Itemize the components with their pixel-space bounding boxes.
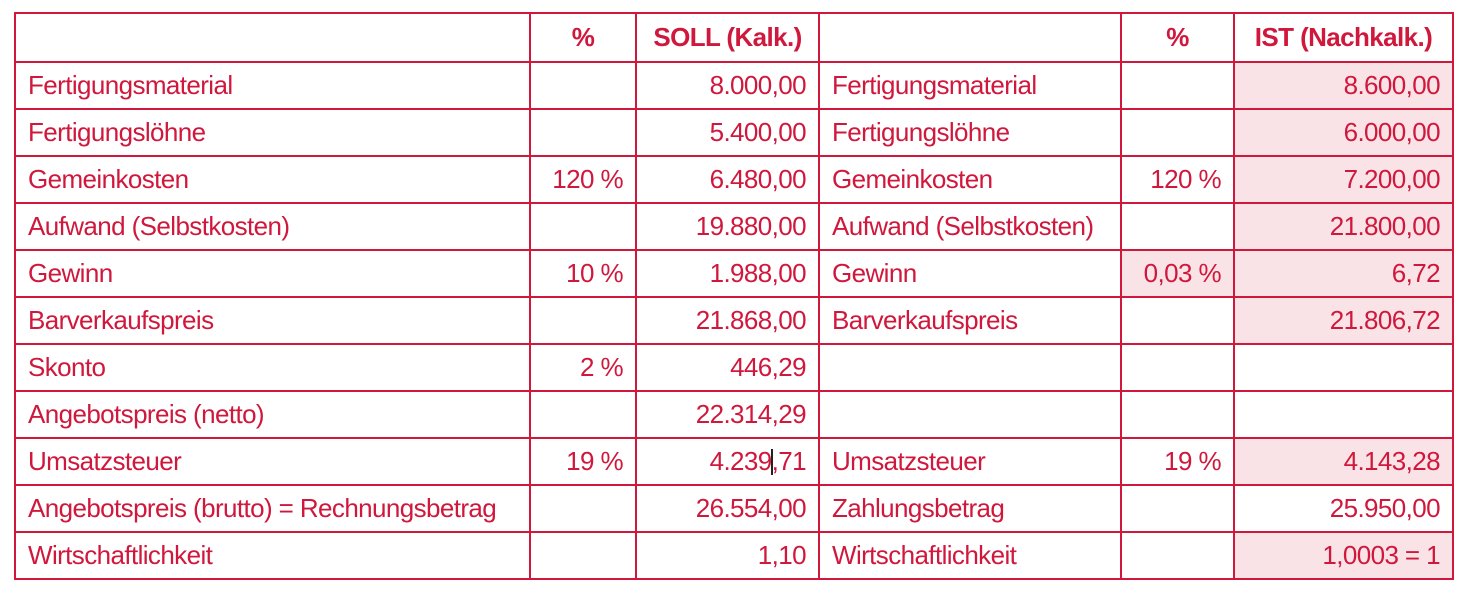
table-row: Angebotspreis (netto) 22.314,29: [14, 390, 1454, 439]
soll-value: 5.400,00: [635, 108, 820, 157]
ist-percent: [1120, 296, 1235, 345]
soll-percent: [529, 202, 637, 251]
ist-percent: [1120, 202, 1235, 251]
ist-label: Gemeinkosten: [818, 155, 1122, 204]
table-row: Gemeinkosten 120 % 6.480,00 Gemeinkosten…: [14, 155, 1454, 204]
ist-label: Wirtschaftlichkeit: [818, 531, 1122, 580]
ist-percent: [1120, 390, 1235, 439]
soll-label: Angebotspreis (brutto) = Rechnungsbetrag: [14, 484, 531, 533]
ist-percent: 120 %: [1120, 155, 1235, 204]
soll-value: 4.239,71: [635, 437, 820, 486]
calculation-table: % SOLL (Kalk.) % IST (Nachkalk.) Fertigu…: [14, 12, 1454, 580]
soll-percent: 2 %: [529, 343, 637, 392]
ist-value: 1,0003 = 1: [1233, 531, 1454, 580]
soll-label: Fertigungsmaterial: [14, 61, 531, 110]
ist-value: 8.600,00: [1233, 61, 1454, 110]
ist-percent: [1120, 531, 1235, 580]
soll-value-integer-part: 4.239: [709, 446, 773, 476]
soll-value: 1.988,00: [635, 249, 820, 298]
header-ist-percent: %: [1120, 12, 1235, 63]
soll-value: 21.868,00: [635, 296, 820, 345]
header-soll-label: [14, 12, 531, 63]
soll-label: Aufwand (Selbstkosten): [14, 202, 531, 251]
ist-percent: [1120, 108, 1235, 157]
soll-label: Umsatzsteuer: [14, 437, 531, 486]
table-row: Skonto 2 % 446,29: [14, 343, 1454, 392]
table-row: Wirtschaftlichkeit 1,10 Wirtschaftlichke…: [14, 531, 1454, 580]
ist-label: Fertigungsmaterial: [818, 61, 1122, 110]
ist-value: 4.143,28: [1233, 437, 1454, 486]
ist-percent: [1120, 343, 1235, 392]
soll-percent: [529, 296, 637, 345]
header-soll-percent: %: [529, 12, 637, 63]
text-cursor: [770, 449, 773, 475]
soll-value: 446,29: [635, 343, 820, 392]
ist-label: Barverkaufspreis: [818, 296, 1122, 345]
soll-percent: [529, 484, 637, 533]
ist-percent: 19 %: [1120, 437, 1235, 486]
ist-value: 21.806,72: [1233, 296, 1454, 345]
table-row: Barverkaufspreis 21.868,00 Barverkaufspr…: [14, 296, 1454, 345]
soll-value: 8.000,00: [635, 61, 820, 110]
soll-label: Barverkaufspreis: [14, 296, 531, 345]
soll-percent: 10 %: [529, 249, 637, 298]
ist-label: Fertigungslöhne: [818, 108, 1122, 157]
ist-value: 21.800,00: [1233, 202, 1454, 251]
table-row: Fertigungsmaterial 8.000,00 Fertigungsma…: [14, 61, 1454, 110]
ist-label: Aufwand (Selbstkosten): [818, 202, 1122, 251]
ist-percent: [1120, 61, 1235, 110]
soll-value-decimal-part: ,71: [771, 446, 807, 476]
ist-label: [818, 343, 1122, 392]
soll-label: Skonto: [14, 343, 531, 392]
soll-percent: [529, 108, 637, 157]
ist-value: 7.200,00: [1233, 155, 1454, 204]
header-ist-value: IST (Nachkalk.): [1233, 12, 1454, 63]
soll-percent: [529, 61, 637, 110]
soll-value: 19.880,00: [635, 202, 820, 251]
soll-label: Gemeinkosten: [14, 155, 531, 204]
soll-value: 6.480,00: [635, 155, 820, 204]
soll-label: Gewinn: [14, 249, 531, 298]
soll-value: 1,10: [635, 531, 820, 580]
soll-label: Fertigungslöhne: [14, 108, 531, 157]
ist-label: Gewinn: [818, 249, 1122, 298]
table-row: Angebotspreis (brutto) = Rechnungsbetrag…: [14, 484, 1454, 533]
ist-percent: [1120, 484, 1235, 533]
ist-value: 6,72: [1233, 249, 1454, 298]
soll-label: Wirtschaftlichkeit: [14, 531, 531, 580]
ist-label: Zahlungsbetrag: [818, 484, 1122, 533]
soll-percent: 120 %: [529, 155, 637, 204]
table-row: Aufwand (Selbstkosten) 19.880,00 Aufwand…: [14, 202, 1454, 251]
ist-value: [1233, 390, 1454, 439]
ist-value: [1233, 343, 1454, 392]
ist-value: 25.950,00: [1233, 484, 1454, 533]
table-row: Fertigungslöhne 5.400,00 Fertigungslöhne…: [14, 108, 1454, 157]
header-ist-label: [818, 12, 1122, 63]
header-soll-value: SOLL (Kalk.): [635, 12, 820, 63]
soll-percent: [529, 531, 637, 580]
soll-value: 26.554,00: [635, 484, 820, 533]
soll-percent: [529, 390, 637, 439]
ist-percent: 0,03 %: [1120, 249, 1235, 298]
header-row: % SOLL (Kalk.) % IST (Nachkalk.): [14, 12, 1454, 63]
ist-label: [818, 390, 1122, 439]
table-row: Gewinn 10 % 1.988,00 Gewinn 0,03 % 6,72: [14, 249, 1454, 298]
soll-percent: 19 %: [529, 437, 637, 486]
ist-value: 6.000,00: [1233, 108, 1454, 157]
soll-value: 22.314,29: [635, 390, 820, 439]
table-row: Umsatzsteuer 19 % 4.239,71 Umsatzsteuer …: [14, 437, 1454, 486]
ist-label: Umsatzsteuer: [818, 437, 1122, 486]
soll-label: Angebotspreis (netto): [14, 390, 531, 439]
